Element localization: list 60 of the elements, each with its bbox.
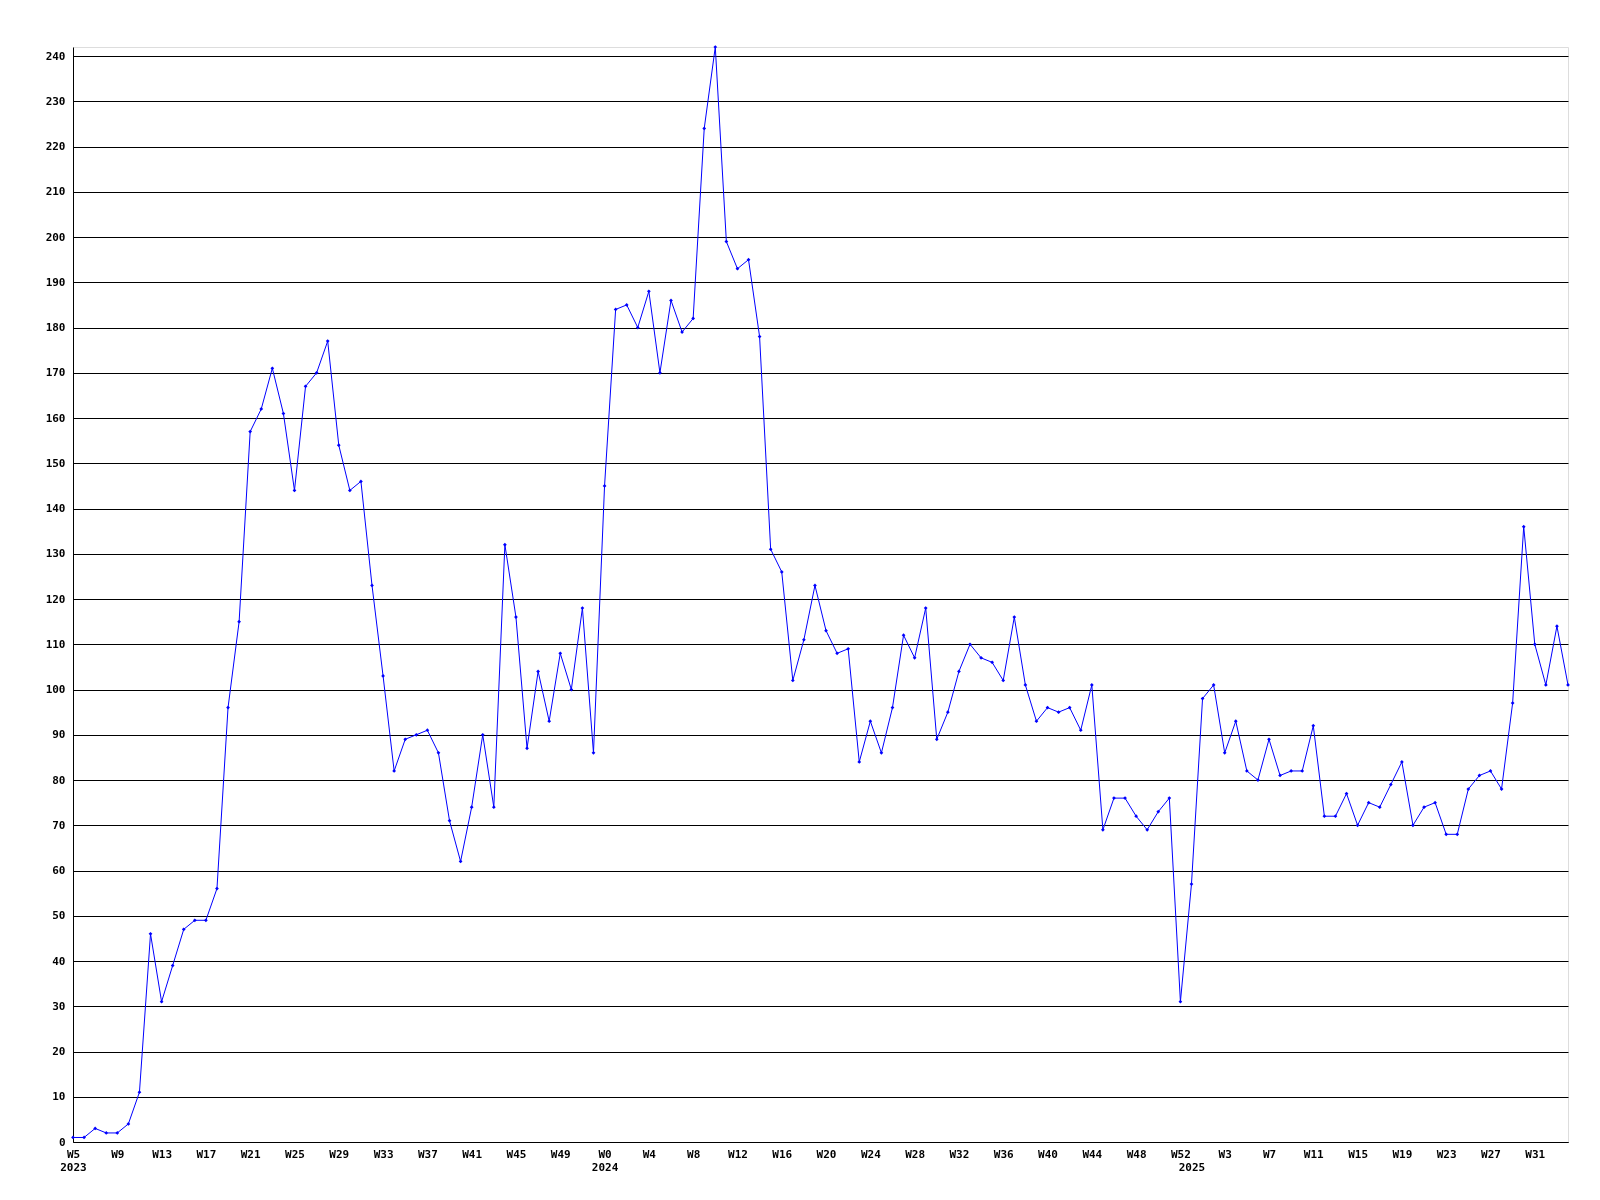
- x-tick-label: W12: [728, 1147, 748, 1161]
- y-tick-label: 200: [45, 230, 66, 244]
- x-tick-label: W25: [285, 1147, 305, 1161]
- x-tick-label: W24: [860, 1147, 882, 1161]
- y-tick-label: 20: [52, 1045, 66, 1058]
- x-tick-label: W8: [687, 1147, 701, 1161]
- x-tick-label: 2025: [1178, 1160, 1206, 1174]
- x-tick-label: W11: [1303, 1147, 1325, 1161]
- y-tick-label: 150: [45, 456, 66, 470]
- x-tick-label: W49: [550, 1147, 571, 1161]
- x-tick-label: W21: [240, 1147, 261, 1161]
- y-tick-label: 10: [52, 1090, 66, 1104]
- x-tick-label: W31: [1525, 1147, 1546, 1161]
- x-tick-label: W41: [462, 1147, 483, 1161]
- x-tick-label: W7: [1262, 1147, 1277, 1161]
- x-tick-label: W45: [506, 1147, 527, 1161]
- x-tick-label: W28: [905, 1147, 926, 1161]
- y-tick-label: 100: [45, 683, 66, 697]
- y-tick-label: 180: [45, 321, 66, 335]
- y-tick-label: 110: [45, 637, 66, 651]
- x-tick-label: W36: [993, 1147, 1015, 1161]
- y-tick-label: 140: [45, 502, 66, 516]
- y-tick-label: 80: [52, 773, 66, 787]
- y-tick-label: 130: [45, 547, 66, 561]
- y-tick-label: 240: [45, 49, 66, 63]
- y-tick-label: 120: [45, 592, 66, 606]
- y-tick-label: 90: [52, 728, 66, 742]
- x-tick-label: W37: [417, 1147, 438, 1161]
- y-tick-label: 210: [45, 185, 66, 199]
- x-tick-label: W40: [1038, 1147, 1058, 1161]
- x-tick-label: W29: [329, 1147, 350, 1161]
- y-tick-label: 230: [45, 94, 66, 108]
- y-tick-label: 220: [45, 140, 66, 154]
- x-tick-label: W4: [642, 1147, 657, 1161]
- y-tick-label: 60: [52, 864, 66, 878]
- x-tick-label: W0 2024: [591, 1147, 619, 1174]
- x-tick-label: W27: [1481, 1147, 1501, 1161]
- y-tick-label: 160: [45, 411, 66, 425]
- x-tick-label: W52: [1170, 1147, 1191, 1161]
- x-tick-label: W3: [1218, 1147, 1232, 1161]
- x-tick-label: W5 2023: [60, 1147, 87, 1174]
- x-tick-label: W19: [1392, 1147, 1413, 1161]
- y-tick-label: 170: [45, 366, 66, 380]
- x-tick-label: W16: [772, 1147, 793, 1161]
- y-tick-label: 190: [45, 275, 66, 289]
- x-tick-label: W17: [196, 1147, 217, 1161]
- x-tick-label: W33: [373, 1147, 394, 1161]
- y-tick-label: 70: [52, 818, 66, 832]
- x-tick-label: W9: [111, 1147, 125, 1161]
- y-tick-label: 30: [52, 999, 66, 1013]
- y-tick-label: 0: [58, 1135, 66, 1149]
- x-tick-label: W23: [1436, 1147, 1457, 1161]
- y-tick-label: 40: [52, 954, 66, 968]
- x-tick-label: W13: [152, 1147, 173, 1161]
- y-tick-label: 50: [52, 909, 66, 923]
- x-tick-label: W44: [1082, 1147, 1103, 1161]
- x-tick-label: W15: [1348, 1147, 1369, 1161]
- x-tick-label: W32: [949, 1147, 970, 1161]
- x-tick-label: W20: [816, 1147, 837, 1161]
- x-tick-label: W48: [1126, 1147, 1147, 1161]
